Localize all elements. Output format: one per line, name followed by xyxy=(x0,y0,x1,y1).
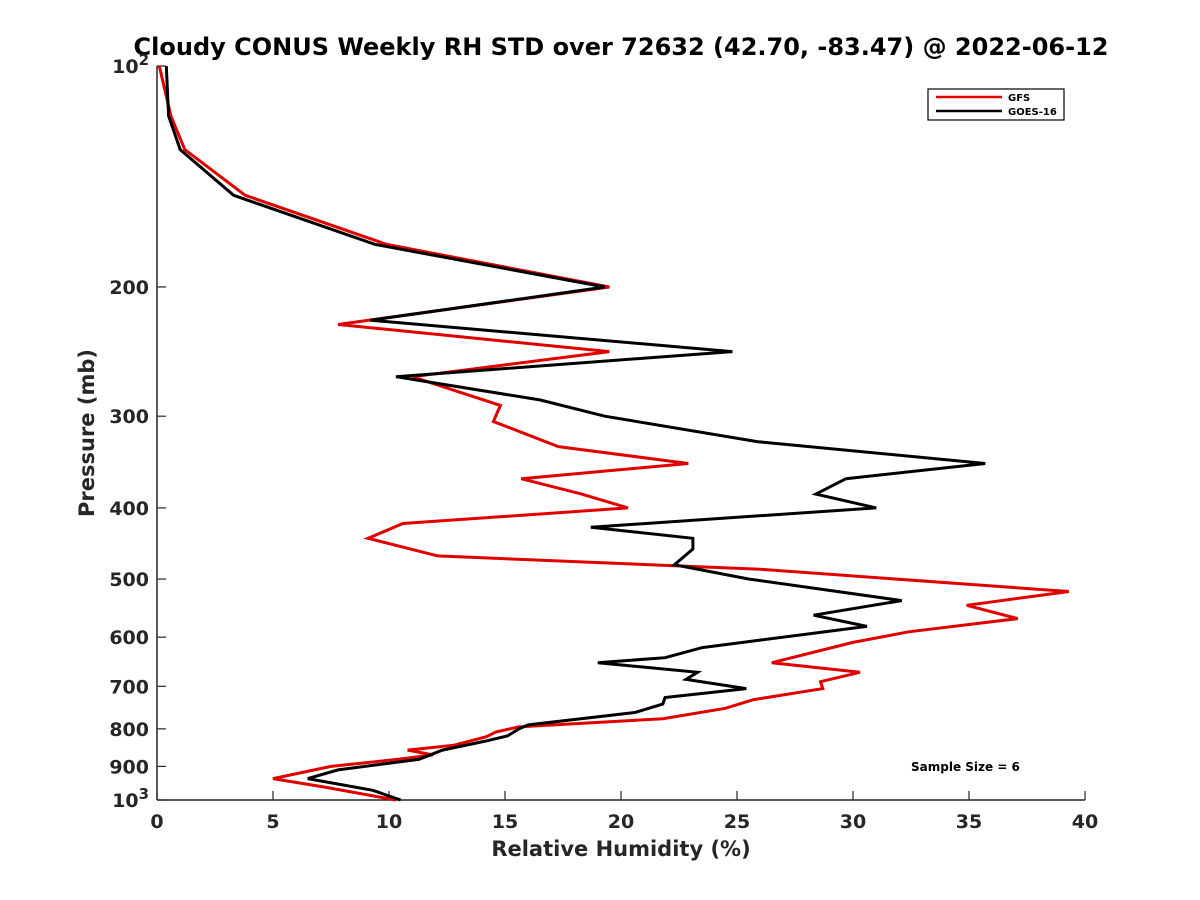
x-ticks: 0 5 10 15 20 25 30 35 40 xyxy=(150,791,1098,833)
legend-label-goes-16: GOES-16 xyxy=(1008,107,1057,118)
x-tick-label: 30 xyxy=(840,811,866,833)
y-tick-label: 200 xyxy=(109,277,149,299)
legend: GFS GOES-16 xyxy=(927,88,1065,121)
x-tick-label: 5 xyxy=(266,811,279,833)
sample-size-annotation: Sample Size = 6 xyxy=(911,760,1020,774)
x-tick-label: 25 xyxy=(724,811,750,833)
y-tick-label: 400 xyxy=(109,498,149,520)
y-tick-label: 500 xyxy=(109,569,149,591)
y-tick-label: 800 xyxy=(109,719,149,741)
y-tick-label: 700 xyxy=(109,676,149,698)
legend-box xyxy=(927,88,1065,121)
legend-label-gfs: GFS xyxy=(1008,93,1030,104)
y-tick-label: 300 xyxy=(109,406,149,428)
y-tick-label: 600 xyxy=(109,627,149,649)
series-line-goes-16 xyxy=(164,65,986,802)
x-tick-label: 35 xyxy=(956,811,982,833)
x-tick-label: 0 xyxy=(150,811,163,833)
x-tick-label: 40 xyxy=(1072,811,1098,833)
series-line-gfs xyxy=(157,65,1070,802)
x-tick-label: 20 xyxy=(608,811,634,833)
x-tick-label: 15 xyxy=(492,811,518,833)
x-tick-label: 10 xyxy=(376,811,402,833)
y-tick-label: 900 xyxy=(109,756,149,778)
series-layer xyxy=(157,65,1070,802)
chart-title: Cloudy CONUS Weekly RH STD over 72632 (4… xyxy=(134,33,1109,61)
y-axis-label: Pressure (mb) xyxy=(75,349,99,517)
x-axis-label: Relative Humidity (%) xyxy=(491,837,750,861)
